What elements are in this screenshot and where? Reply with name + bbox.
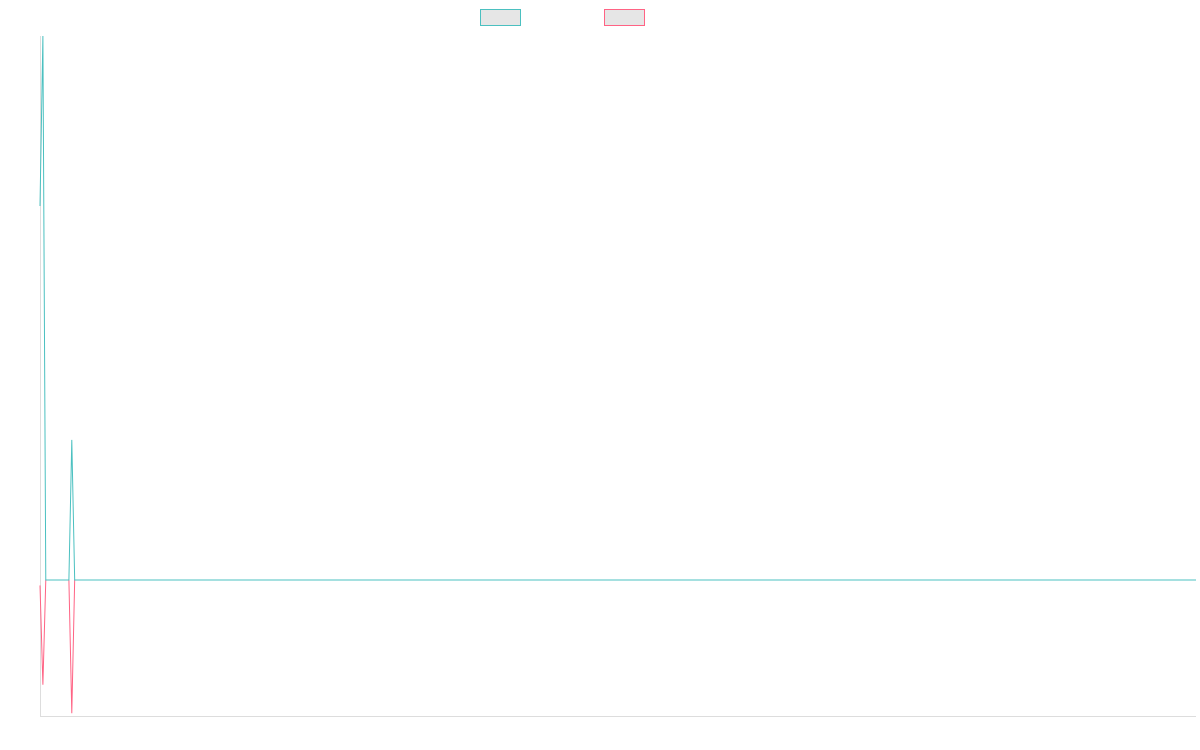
legend-swatch-1[interactable] [480, 9, 521, 26]
legend [480, 9, 645, 26]
series-line-1 [39, 35, 1196, 581]
legend-swatch-2[interactable] [604, 9, 645, 26]
axes [40, 36, 1196, 717]
series-layer [39, 35, 1196, 714]
series-line-2 [39, 579, 1196, 714]
